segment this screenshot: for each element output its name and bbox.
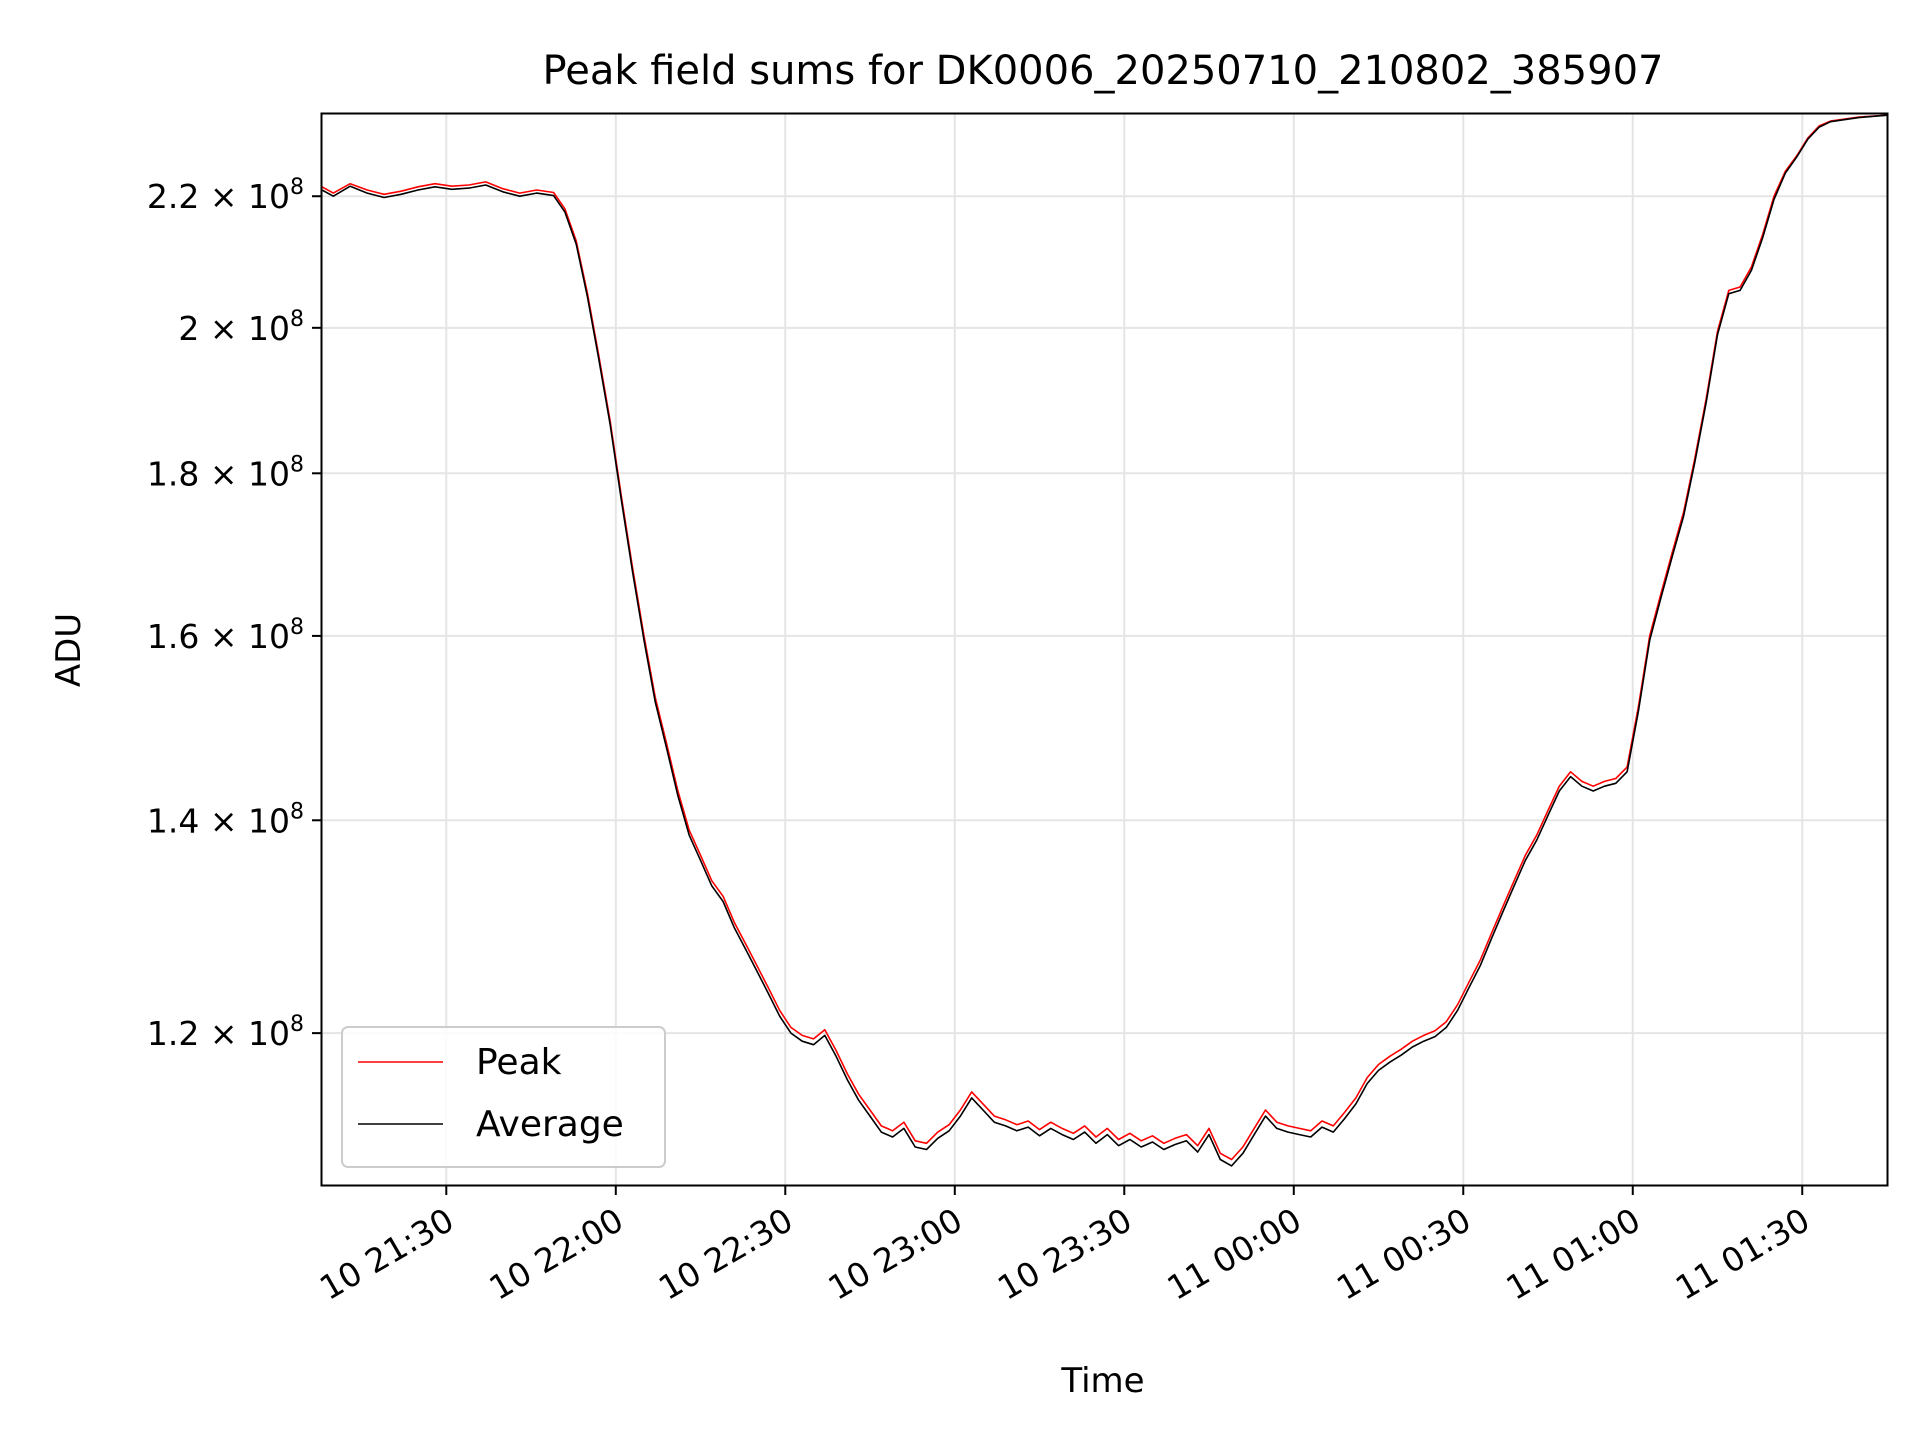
x-tick-label: 11 01:30 — [1669, 1200, 1816, 1308]
x-tick-label: 10 22:00 — [482, 1200, 629, 1308]
x-tick-label: 10 21:30 — [313, 1200, 460, 1308]
series-group — [321, 114, 1888, 1167]
x-tick-label: 10 22:30 — [652, 1200, 799, 1308]
chart-title: Peak field sums for DK0006_20250710_2108… — [543, 48, 1664, 94]
y-tick-label: 1.6 × 108 — [147, 615, 304, 656]
y-tick-label: 2.2 × 108 — [147, 175, 304, 216]
series-line-peak — [321, 114, 1888, 1161]
x-tick-label: 10 23:30 — [991, 1200, 1138, 1308]
x-tick-label: 10 23:00 — [821, 1200, 968, 1308]
y-axis-ticks: 1.2 × 108 1.4 × 108 1.6 × 108 1.8 × 108 2 × … — [147, 175, 322, 1053]
plot-frame — [320, 112, 1889, 1187]
grid-lines — [322, 114, 1887, 1185]
x-axis-label: Time — [1060, 1361, 1144, 1401]
x-tick-label: 11 00:30 — [1330, 1200, 1477, 1308]
legend-label-peak: Peak — [476, 1042, 562, 1083]
legend: Peak Average — [341, 1026, 666, 1168]
y-tick-label: 1.4 × 108 — [147, 799, 304, 840]
x-tick-label: 11 00:00 — [1160, 1200, 1307, 1308]
x-axis-ticks: 10 21:30 10 22:00 10 22:30 10 23:00 10 23:30… — [313, 1185, 1816, 1308]
series-line-average — [321, 114, 1888, 1167]
y-tick-label: 1.2 × 108 — [147, 1012, 304, 1053]
y-tick-label: 1.8 × 108 — [147, 452, 304, 493]
y-tick-label: 2 × 108 — [178, 307, 304, 348]
x-tick-label: 11 01:00 — [1499, 1200, 1646, 1308]
legend-label-average: Average — [476, 1104, 624, 1145]
y-axis-label: ADU — [49, 613, 89, 687]
